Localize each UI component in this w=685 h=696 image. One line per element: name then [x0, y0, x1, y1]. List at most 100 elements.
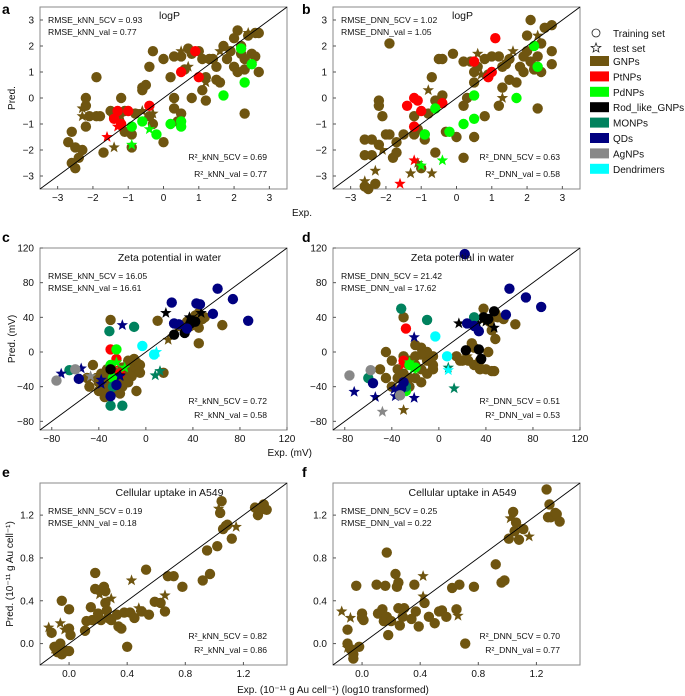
- y-tick-label: 2: [28, 42, 34, 53]
- train-point-gnps: [140, 564, 152, 575]
- y-tick-label: 120: [17, 244, 34, 255]
- identity-line: [332, 6, 581, 190]
- rmse-label: RMSE_DNN_val = 0.22: [341, 518, 432, 528]
- train-point-gnps: [232, 25, 243, 36]
- panel-a: a −3 −2 −1 0 1 2 3 −3 −2 −1 0 1 2 3 logP RMSE_kNN_5CV = …: [2, 1, 312, 219]
- train-point-gnps: [510, 517, 522, 528]
- train-point-gnps: [250, 51, 261, 62]
- y-tick-label: 1: [28, 68, 34, 79]
- train-point-ptnps: [401, 100, 413, 112]
- y-tick-label: −80: [17, 417, 34, 428]
- x-tick-label: −2: [87, 193, 99, 204]
- test-point-gnps: [496, 92, 509, 103]
- train-point-gnps: [468, 581, 480, 593]
- panel-title: Zeta potential in water: [411, 252, 515, 264]
- y-tick-label: 0.8: [313, 553, 327, 564]
- x-tick-label: 120: [279, 434, 296, 445]
- train-point-gnps: [201, 545, 213, 556]
- test-point-gnps: [48, 642, 61, 654]
- y-tick-label: 1.2: [313, 511, 327, 522]
- y-tick-label: −2: [23, 146, 35, 157]
- train-point-agnps: [51, 375, 62, 386]
- test-point-pdnps: [407, 363, 419, 375]
- x-tick-label: 0.4: [413, 669, 427, 680]
- x-tick-label: 0.8: [178, 669, 192, 680]
- test-point-pdnps: [415, 159, 427, 171]
- train-point-ptnps: [468, 56, 480, 67]
- train-point-gnps: [56, 595, 67, 606]
- train-point-pdnps: [419, 129, 430, 140]
- train-point-gnps: [126, 129, 137, 140]
- train-point-gnps: [441, 611, 452, 623]
- train-point-qds: [212, 283, 223, 294]
- test-point-gnps: [242, 27, 254, 38]
- test-point-gnps: [59, 623, 71, 635]
- train-point-gnps: [451, 604, 462, 615]
- rmse-label: RMSE_kNN_val = 16.61: [48, 283, 142, 293]
- x-tick-label: 1: [489, 193, 495, 204]
- y-tick-label: 2: [321, 42, 327, 53]
- train-point-pdnps: [239, 77, 250, 88]
- test-point-qds: [408, 391, 420, 403]
- test-point-gnps: [422, 84, 434, 96]
- train-point-gnps: [458, 152, 469, 163]
- train-point-ptnps: [412, 95, 423, 106]
- train-point-gnps: [147, 46, 159, 57]
- train-point-gnps: [46, 627, 57, 639]
- panel-c: c −80 −40 0 40 80 120 −80 −40 0 40 80 120 Zeta potent…: [2, 229, 312, 459]
- train-point-gnps: [128, 353, 140, 365]
- train-point-pdnps: [126, 121, 137, 132]
- r2-label: R²_DNN_val = 0.77: [485, 645, 560, 655]
- x-tick-label: 1: [196, 193, 202, 204]
- train-point-gnps: [532, 51, 543, 62]
- train-point-gnps: [419, 597, 430, 609]
- train-point-gnps: [143, 609, 155, 620]
- train-point-gnps: [197, 85, 208, 96]
- train-point-dendrimers: [137, 340, 148, 352]
- train-point-qds: [535, 301, 547, 313]
- legend-category-label: GNPs: [613, 57, 640, 68]
- test-point-qds: [116, 319, 128, 330]
- y-axis-label: Pred. (mV): [7, 315, 18, 363]
- train-point-gnps: [73, 152, 85, 163]
- test-point-gnps: [376, 144, 389, 155]
- x-tick-label: 0: [143, 434, 149, 445]
- y-tick-label: 0.8: [20, 553, 34, 564]
- test-point-gnps: [136, 105, 148, 116]
- test-point-gnps: [472, 47, 484, 59]
- train-point-gnps: [380, 346, 392, 358]
- train-point-gnps: [159, 606, 171, 617]
- test-point-qds: [388, 383, 400, 395]
- train-point-gnps: [468, 131, 480, 143]
- test-point-gnps: [213, 502, 225, 514]
- train-point-gnps: [168, 92, 180, 104]
- train-point-qds: [227, 293, 239, 305]
- train-point-gnps: [348, 653, 359, 664]
- y-axis-label: Pred. (10⁻¹¹ g Au cell⁻¹): [5, 521, 16, 627]
- identity-line: [39, 247, 288, 431]
- test-point-gnps: [532, 29, 544, 41]
- train-point-rod_like_gnps: [473, 344, 485, 355]
- test-point-gnps: [105, 592, 117, 604]
- train-point-gnps: [253, 27, 264, 39]
- test-point-gnps: [359, 175, 371, 187]
- train-point-gnps: [80, 92, 92, 104]
- train-point-agnps: [394, 390, 406, 401]
- test-point-gnps: [93, 588, 106, 600]
- legend-category-label: MONPs: [613, 119, 648, 130]
- train-point-monps: [396, 303, 407, 314]
- train-point-gnps: [409, 579, 420, 590]
- plot-frame: [39, 247, 288, 431]
- r2-label: R²_DNN_val = 0.58: [485, 169, 560, 179]
- legend-swatch: [590, 148, 609, 159]
- x-tick-label: 40: [480, 434, 492, 445]
- x-tick-label: 0: [161, 193, 167, 204]
- panel-letter: d: [302, 229, 311, 245]
- train-point-gnps: [430, 147, 441, 158]
- train-point-gnps: [429, 618, 440, 629]
- train-point-pdnps: [458, 118, 469, 130]
- train-point-gnps: [105, 314, 116, 326]
- train-point-gnps: [468, 77, 480, 88]
- train-point-pdnps: [218, 90, 229, 101]
- train-point-qds: [242, 315, 254, 326]
